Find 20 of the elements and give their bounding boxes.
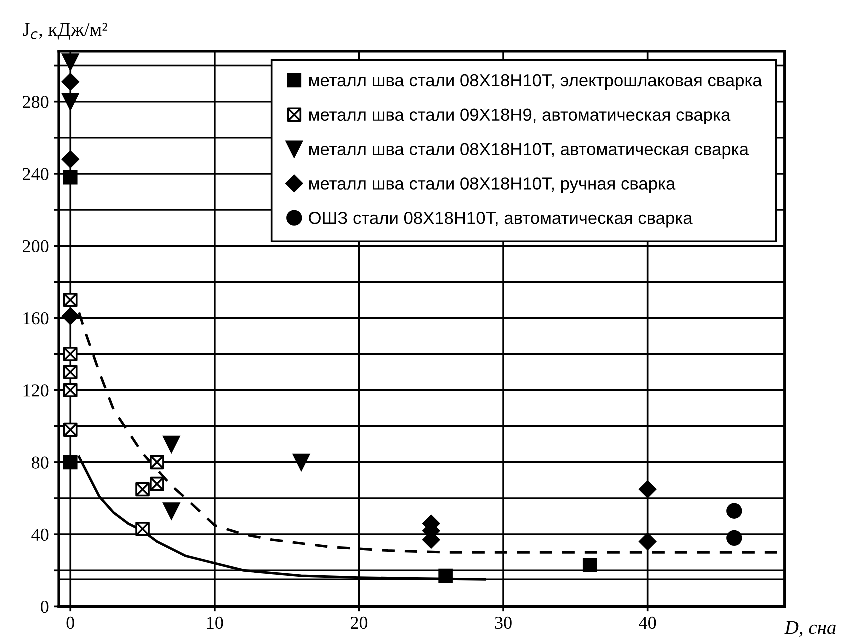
y-tick-label: 160 [24, 312, 49, 325]
legend-label: металл шва стали 09Х18Н9, автоматическая сварка [310, 108, 731, 125]
y-tick-label: 120 [24, 384, 49, 397]
legend-label: металл шва стали 08Х18Н10Т, автоматическая сварка [310, 143, 749, 159]
x-tick-label: 10 [207, 616, 224, 630]
x-tick-label: 40 [639, 616, 656, 630]
y-tick-label: 280 [23, 96, 49, 108]
x-tick-label: 0 [66, 616, 74, 630]
y-tick-label: 200 [23, 240, 49, 253]
x-tick-label: 30 [495, 616, 512, 630]
y-axis-title: J$_{c}$, кДж/м² [23, 23, 108, 40]
y-tick-label: 80 [32, 456, 49, 469]
y-tick-label: 240 [23, 168, 49, 180]
x-tick-label: 20 [350, 616, 368, 630]
y-tick-label: 0 [41, 600, 49, 614]
legend-label: ОШЗ стали 08Х18Н10Т, автоматическая сварка [309, 212, 693, 228]
y-tick-label: 40 [32, 528, 49, 542]
x-axis-title: D, сна [784, 621, 836, 638]
legend-label: металл шва стали 08Х18Н10Т, электрошлаковая сварка [310, 74, 762, 90]
legend-label: металл шва стали 08Х18Н10Т, ручная сварка [310, 178, 676, 194]
